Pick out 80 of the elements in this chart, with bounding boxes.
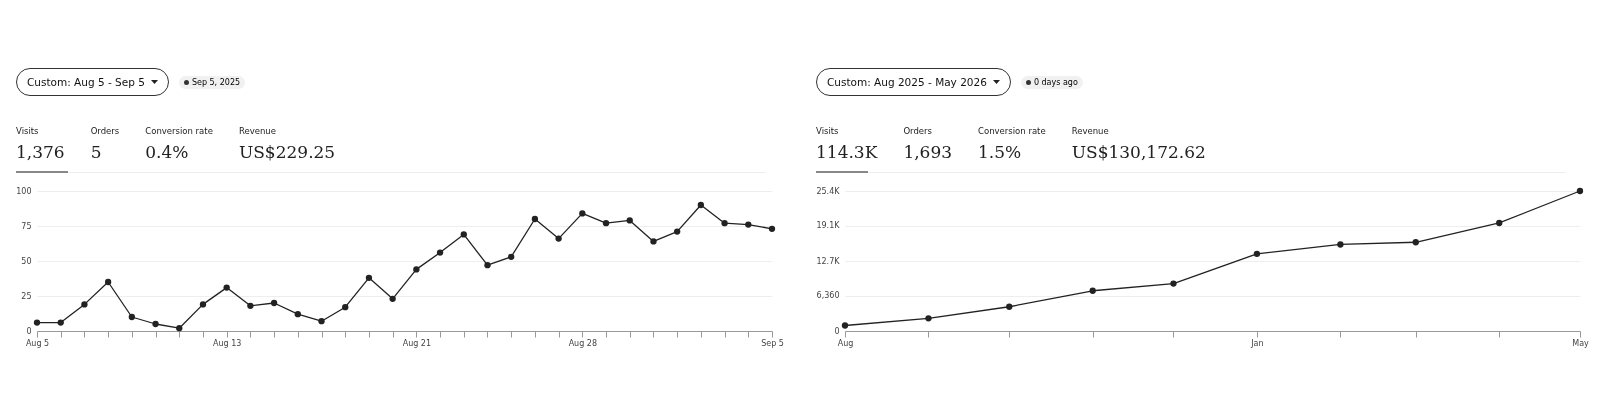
text: 1.5% (978, 142, 1023, 162)
point (389, 295, 396, 302)
point (1253, 250, 1261, 257)
text: Conversion rate (978, 126, 1046, 136)
text: 1,376 (16, 142, 65, 162)
point (1170, 280, 1177, 287)
point (841, 322, 849, 329)
point (270, 299, 278, 307)
chart-title: Custom: Aug 2025 - May 2026 (827, 76, 987, 88)
point (721, 220, 728, 227)
point (413, 266, 420, 273)
chart-subtitle: 0 days ago (1033, 77, 1078, 87)
y-tick-label: 75 (21, 221, 32, 231)
point (247, 302, 254, 309)
point (484, 262, 491, 269)
x-tick-label: Sep 5 (761, 338, 784, 348)
point (104, 278, 112, 286)
y-tick-label: 6,360 (816, 291, 840, 301)
point (176, 325, 183, 332)
point (1576, 187, 1584, 195)
point (508, 253, 515, 260)
point (365, 274, 373, 281)
point (650, 238, 657, 245)
text: 0.4% (145, 142, 190, 162)
text: Revenue (238, 126, 277, 136)
point (555, 235, 562, 242)
y-tick-label: 0 (26, 326, 32, 336)
point (223, 284, 230, 291)
point (745, 221, 752, 228)
point (199, 301, 207, 308)
text: Visits (816, 126, 840, 136)
text: Revenue (1071, 126, 1110, 136)
point (1412, 239, 1419, 246)
text: 5 (90, 142, 103, 162)
point (674, 228, 681, 235)
point (1496, 219, 1503, 227)
point (342, 304, 349, 311)
x-tick-label: Aug 5 (25, 338, 50, 348)
y-tick-label: 100 (16, 186, 32, 196)
text: Orders (90, 126, 120, 136)
point (697, 201, 705, 209)
point (768, 225, 776, 232)
y-tick-label: 25 (21, 291, 32, 301)
y-tick-label: 19.1K (816, 221, 841, 231)
x-tick-label: Aug 21 (402, 338, 432, 348)
point (294, 311, 301, 318)
x-tick-label: May (1572, 338, 1590, 348)
y-tick-label: 0 (834, 326, 840, 336)
point (436, 249, 444, 256)
point (1337, 241, 1344, 248)
point (925, 315, 932, 322)
y-tick-label: 25.4K (816, 186, 841, 196)
text: Conversion rate (145, 126, 213, 136)
x-tick-label: Aug 13 (213, 338, 242, 348)
point (128, 313, 135, 321)
text: 114.3K (816, 142, 878, 162)
text: US$229.25 (238, 142, 336, 162)
point (57, 319, 64, 326)
chart-subtitle: Sep 5, 2025 (191, 77, 241, 87)
text: US$130,172.62 (1071, 142, 1206, 162)
text: 1,693 (903, 142, 953, 162)
y-tick-label: 12.7K (816, 256, 841, 266)
point (626, 217, 633, 224)
point (579, 210, 586, 217)
chart-title: Custom: Aug 5 - Sep 5 (27, 76, 145, 88)
point (318, 318, 325, 325)
point (1089, 287, 1096, 294)
x-tick-label: Jan (1250, 338, 1264, 348)
text: Visits (16, 126, 40, 136)
x-tick-label: Aug 28 (568, 338, 597, 348)
y-tick-label: 50 (21, 256, 32, 266)
point (602, 220, 610, 227)
point (81, 301, 88, 308)
point (460, 231, 467, 238)
x-tick-label: Aug (837, 338, 854, 348)
point (152, 320, 159, 328)
point (33, 319, 41, 326)
point (1006, 303, 1013, 310)
text: Orders (903, 126, 933, 136)
point (531, 215, 539, 223)
